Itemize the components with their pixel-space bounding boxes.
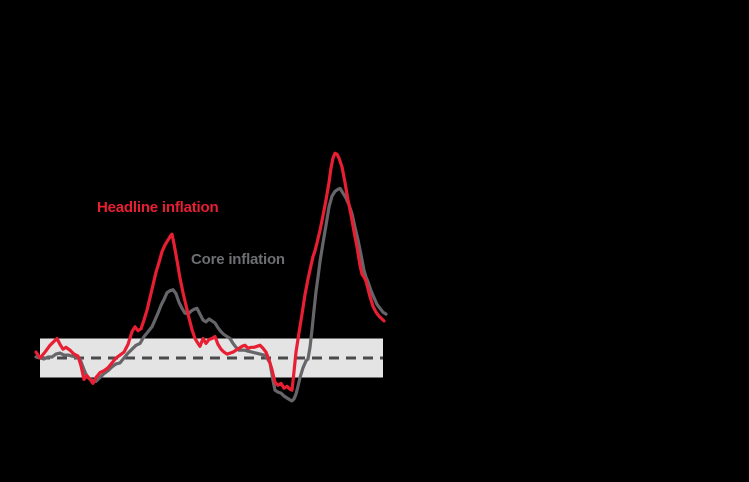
core-inflation-label: Core inflation	[191, 251, 285, 268]
headline-inflation-label: Headline inflation	[97, 199, 219, 216]
headline-line	[34, 151, 386, 392]
core-line	[34, 186, 388, 403]
